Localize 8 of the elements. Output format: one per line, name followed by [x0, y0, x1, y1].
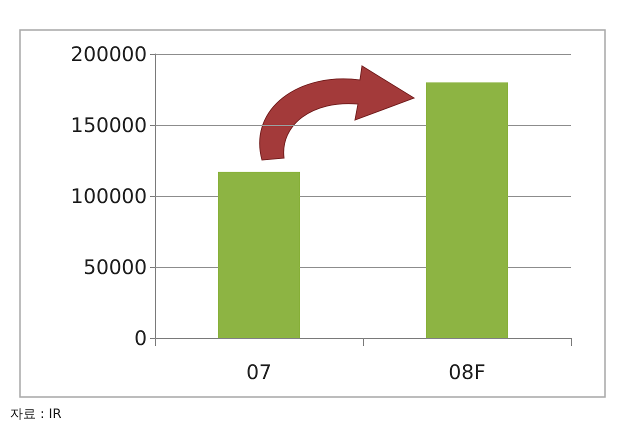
- y-tick-label: 200000: [70, 42, 147, 66]
- text: 자료 : IR: [10, 407, 62, 422]
- y-tick-label: 100000: [70, 184, 147, 208]
- x-tick-label: 08F: [448, 360, 486, 384]
- y-tick-label: 0: [134, 326, 147, 350]
- x-tick-label: 07: [246, 360, 272, 384]
- y-tick-label: 50000: [83, 255, 147, 279]
- y-tick-label: 150000: [70, 113, 147, 137]
